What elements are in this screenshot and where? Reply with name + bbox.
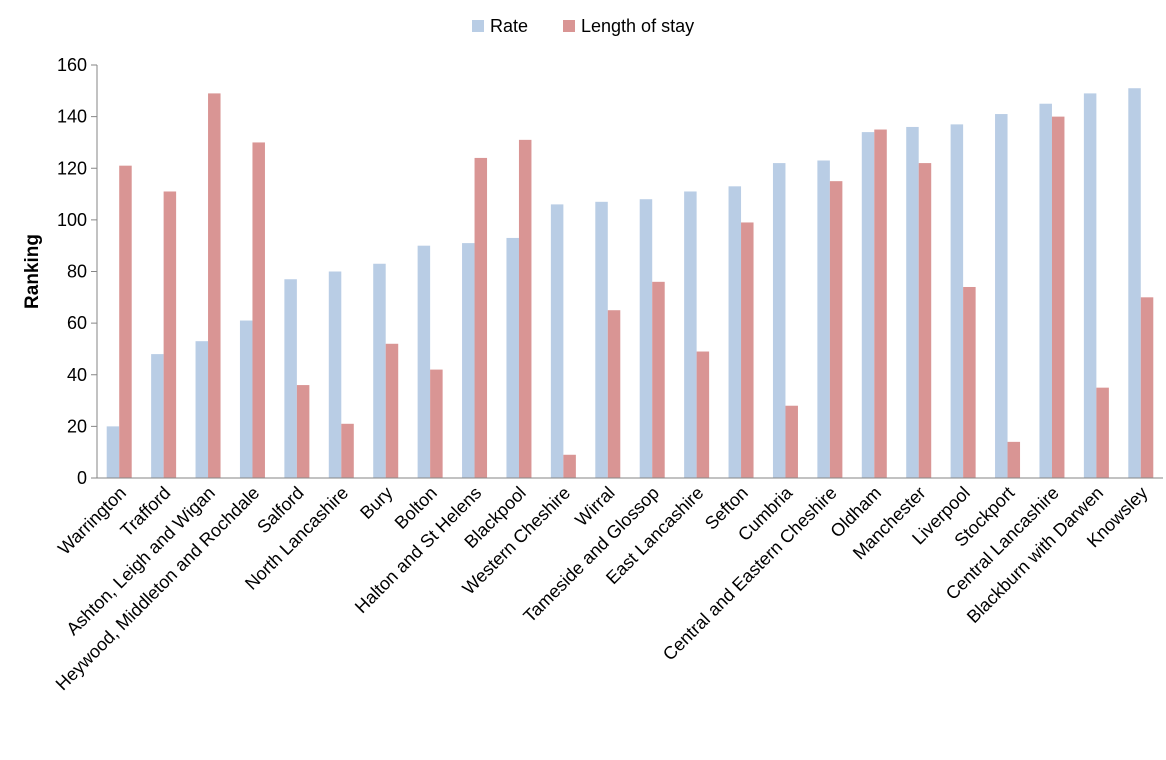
bar-rate [151, 354, 164, 478]
bar-length-of-stay [1007, 441, 1021, 478]
bar-length-of-stay [385, 343, 399, 478]
bar-rate [284, 279, 297, 478]
bar-rate [861, 132, 875, 479]
bar-length-of-stay [163, 191, 177, 478]
bar-rate [995, 114, 1008, 478]
bar-length-of-stay [208, 93, 221, 479]
legend-label: Rate [490, 16, 528, 36]
bar-length-of-stay [563, 454, 576, 478]
legend-swatch [472, 20, 484, 32]
bar-rate [195, 341, 209, 478]
bar-length-of-stay [474, 157, 488, 479]
bar-length-of-stay [518, 139, 532, 478]
bar-length-of-stay [341, 423, 354, 478]
bar-length-of-stay [741, 222, 754, 478]
bar-length-of-stay [785, 405, 798, 478]
x-tick-label: Warrington [54, 483, 130, 559]
bar-length-of-stay [296, 385, 310, 478]
bar-length-of-stay [119, 165, 132, 478]
bar-rate [906, 126, 919, 478]
bar-rate [950, 124, 964, 479]
bar-rate [1083, 93, 1097, 479]
bar-length-of-stay [430, 369, 443, 478]
bar-rate [550, 204, 564, 478]
legend-label: Length of stay [581, 16, 694, 36]
bar-length-of-stay [1096, 387, 1109, 478]
y-tick-label: 20 [67, 416, 87, 436]
bar-length-of-stay [1140, 297, 1154, 478]
y-axis-title: Ranking [22, 234, 43, 309]
bar-rate [728, 186, 742, 478]
bar-rate [417, 245, 431, 478]
y-tick-label: 140 [57, 107, 87, 127]
bar-rate [106, 426, 120, 478]
bar-length-of-stay [652, 281, 665, 478]
legend-swatch [563, 20, 575, 32]
bar-length-of-stay [829, 181, 843, 478]
y-tick-label: 60 [67, 313, 87, 333]
bar-rate [462, 243, 475, 478]
bar-length-of-stay [607, 310, 621, 478]
bar-rate [684, 191, 697, 478]
bar-length-of-stay [252, 142, 265, 478]
bar-rate [1039, 103, 1052, 478]
y-tick-label: 160 [57, 55, 87, 75]
y-tick-label: 80 [67, 262, 87, 282]
bars [106, 88, 1154, 479]
bar-length-of-stay [874, 129, 887, 478]
bar-rate [817, 160, 830, 478]
y-tick-label: 40 [67, 365, 87, 385]
bar-rate [639, 199, 653, 478]
y-tick-label: 120 [57, 158, 87, 178]
bar-length-of-stay [918, 163, 932, 478]
legend: Rate Length of stay [472, 16, 694, 36]
bar-rate [373, 263, 386, 478]
y-axis: 0 20 40 60 80 100 120 140 160 [57, 55, 98, 488]
x-tick-label: Bury [356, 483, 396, 523]
bar-length-of-stay [696, 351, 710, 478]
bar-rate [328, 271, 342, 478]
y-tick-label: 100 [57, 210, 87, 230]
bar-rate [506, 237, 519, 478]
y-tick-label: 0 [77, 468, 87, 488]
bar-length-of-stay [963, 286, 976, 478]
bar-rate [1128, 88, 1141, 478]
bar-length-of-stay [1051, 116, 1065, 478]
bar-rate [239, 320, 253, 478]
bar-rate [595, 201, 608, 478]
bar-rate [772, 163, 786, 478]
